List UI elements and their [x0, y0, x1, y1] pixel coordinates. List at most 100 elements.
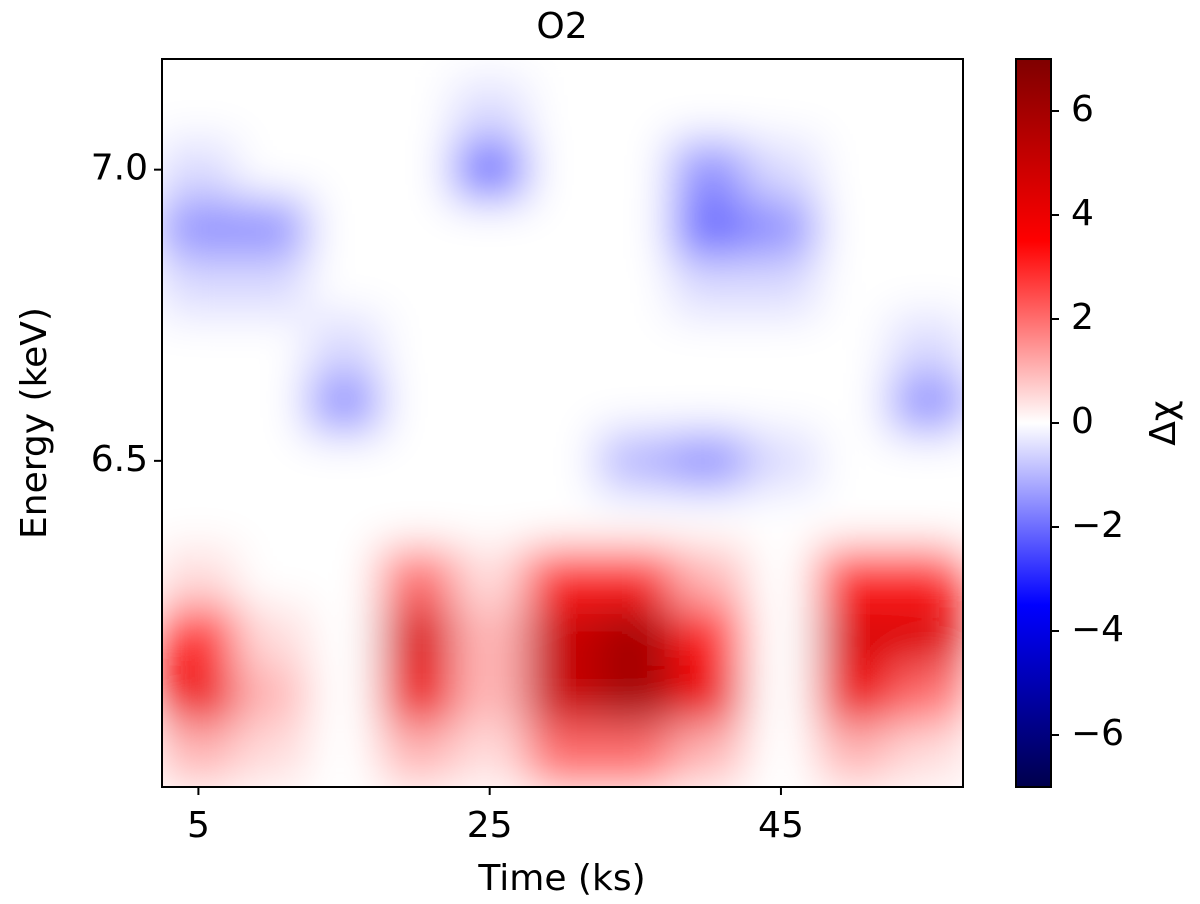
heatmap-cell [744, 722, 818, 782]
y-axis-label: Energy (keV) [14, 307, 55, 539]
x-tick-label: 5 [187, 805, 210, 846]
heatmap-cell [526, 315, 600, 374]
heatmap-cell [453, 257, 527, 316]
heatmap-cell [453, 489, 527, 549]
heatmap-cell [671, 82, 746, 142]
heatmap-cell [162, 257, 236, 316]
heatmap-cell [671, 373, 746, 433]
heatmap-cell [817, 606, 891, 666]
heatmap-cell [671, 257, 746, 316]
heatmap-cell [671, 489, 746, 549]
heatmap-cell [234, 664, 309, 724]
colorbar-label: Δχ [1143, 400, 1184, 445]
heatmap-cell [380, 257, 454, 316]
heatmap-cell [234, 257, 309, 316]
heatmap-cell [453, 606, 527, 666]
heatmap-cell [526, 59, 600, 83]
heatmap-cell [380, 489, 454, 549]
heatmap-cell [671, 140, 746, 200]
heatmap-cell [817, 548, 891, 607]
heatmap-cell [380, 664, 454, 724]
heatmap-cell [671, 198, 746, 258]
x-tick-label: 45 [758, 805, 804, 846]
heatmap-cell [890, 140, 963, 200]
heatmap-cell [453, 548, 527, 607]
heatmap-cell [453, 82, 527, 142]
heatmap-cell [890, 664, 963, 724]
heatmap-cell [234, 373, 309, 433]
heatmap-cell [380, 59, 454, 83]
x-axis-label: Time (ks) [477, 858, 645, 899]
heatmap-cell [453, 722, 527, 782]
heatmap-cell [526, 257, 600, 316]
heatmap-cell [162, 198, 236, 258]
heatmap-cell [162, 431, 236, 491]
heatmap-cell [598, 548, 673, 607]
heatmap-cell [598, 140, 673, 200]
heatmap-cell [162, 606, 236, 666]
heatmap-cell [598, 489, 673, 549]
heatmap-cell [453, 373, 527, 433]
heatmap-cell [380, 606, 454, 666]
heatmap-cell [598, 664, 673, 724]
heatmap-cell [671, 431, 746, 491]
heatmap-cell [162, 489, 236, 549]
heatmap-cell [380, 373, 454, 433]
heatmap-cell [890, 257, 963, 316]
heatmap-cell [526, 606, 600, 666]
heatmap-cell [380, 315, 454, 374]
heatmap-cell [453, 431, 527, 491]
heatmap-cell [817, 59, 891, 83]
y-tick-label: 7.0 [91, 148, 148, 189]
heatmap-cell [598, 722, 673, 782]
heatmap-cell [453, 664, 527, 724]
heatmap-cell [380, 82, 454, 142]
heatmap-cell [817, 140, 891, 200]
heatmap-cell [817, 257, 891, 316]
heatmap-cell [380, 140, 454, 200]
colorbar-tick-label: 2 [1071, 297, 1094, 338]
heatmap-cell [817, 373, 891, 433]
heatmap-cell [162, 373, 236, 433]
heatmap-cell [380, 722, 454, 782]
heatmap-cell [234, 198, 309, 258]
heatmap-cell [307, 315, 381, 374]
plot-frame [161, 58, 964, 788]
heatmap-cell [307, 257, 381, 316]
heatmap-cell [307, 198, 381, 258]
heatmap-cell [234, 606, 309, 666]
heatmap [162, 59, 963, 782]
heatmap-cell [744, 373, 818, 433]
heatmap-cell [598, 198, 673, 258]
heatmap-cell [598, 257, 673, 316]
heatmap-cell [744, 431, 818, 491]
heatmap-cell [526, 489, 600, 549]
heatmap-cell [744, 140, 818, 200]
heatmap-cell [307, 82, 381, 142]
colorbar [1015, 58, 1052, 788]
heatmap-cell [162, 140, 236, 200]
heatmap-cell [744, 606, 818, 666]
heatmap-cell [744, 664, 818, 724]
heatmap-cell [890, 82, 963, 142]
heatmap-cell [817, 722, 891, 782]
heatmap-cell [307, 722, 381, 782]
heatmap-cell [671, 722, 746, 782]
x-tick-label: 25 [467, 805, 513, 846]
heatmap-cell [890, 489, 963, 549]
heatmap-cells [162, 59, 963, 782]
colorbar-tick-label: 6 [1071, 89, 1094, 130]
heatmap-cell [526, 198, 600, 258]
heatmap-cell [671, 664, 746, 724]
heatmap-cell [598, 82, 673, 142]
heatmap-cell [307, 489, 381, 549]
heatmap-cell [162, 722, 236, 782]
heatmap-cell [744, 198, 818, 258]
heatmap-cell [526, 664, 600, 724]
heatmap-cell [817, 664, 891, 724]
heatmap-cell [817, 315, 891, 374]
heatmap-cell [671, 606, 746, 666]
heatmap-cell [817, 198, 891, 258]
heatmap-cell [234, 548, 309, 607]
